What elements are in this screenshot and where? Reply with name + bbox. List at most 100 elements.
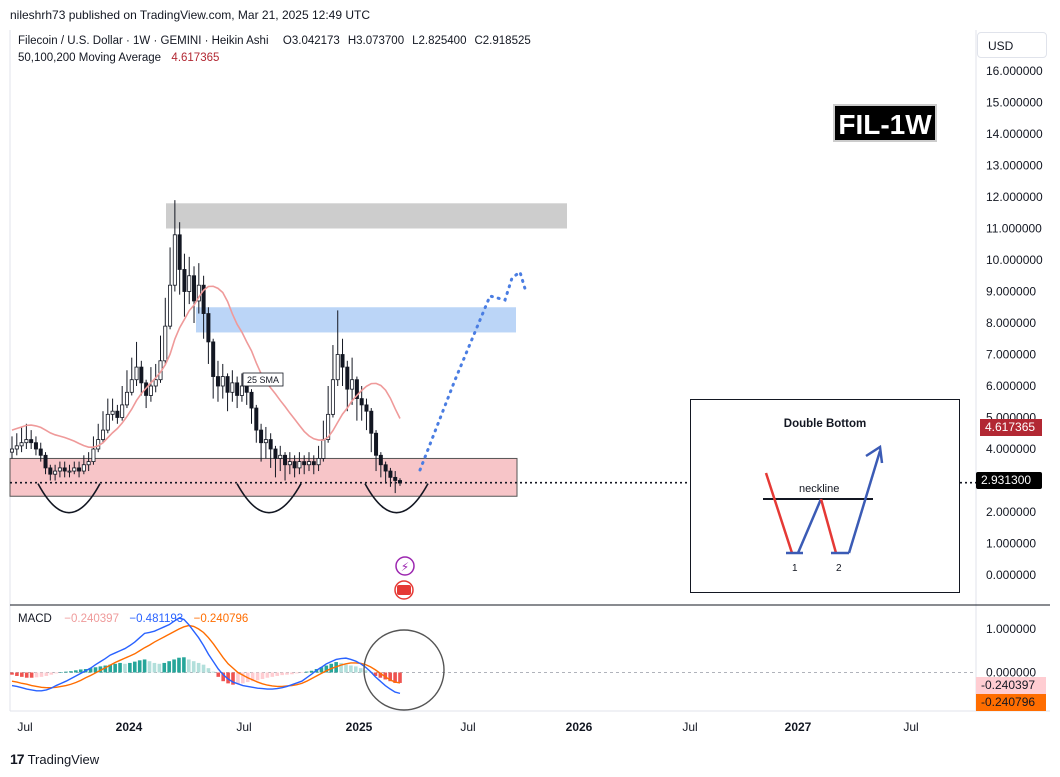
macd-histogram-bar xyxy=(15,672,19,676)
macd-histogram-bar xyxy=(108,664,113,673)
y-tick-label: 12.000000 xyxy=(986,190,1043,204)
macd-histogram-bar xyxy=(216,672,221,677)
macd-histogram-bar xyxy=(162,662,167,673)
macd-histogram-bar xyxy=(172,659,176,673)
x-tick-label: Jul xyxy=(236,720,251,734)
macd-histogram-bar xyxy=(54,672,59,674)
macd-histogram-bar xyxy=(98,666,103,673)
flag-glyph xyxy=(397,585,411,595)
macd-histogram-bar xyxy=(167,661,171,673)
macd-histogram-bar xyxy=(44,672,49,676)
macd-histogram-bar xyxy=(182,657,186,673)
macd-histogram-bar xyxy=(270,672,275,677)
y-tick-label: 0.000000 xyxy=(986,568,1036,582)
pattern-title: Double Bottom xyxy=(783,418,867,430)
ma-price-label: 4.617365 xyxy=(980,419,1042,436)
macd-histogram-bar xyxy=(295,672,299,674)
macd-histogram-bar xyxy=(128,662,132,673)
candle-body xyxy=(292,461,297,469)
pattern-arrow-head xyxy=(865,444,884,464)
x-tick-label: Jul xyxy=(903,720,918,734)
x-tick-label: 2025 xyxy=(346,720,373,734)
current-price-label: 2.931300 xyxy=(976,472,1042,489)
candle-body xyxy=(172,234,177,286)
candle-body xyxy=(383,464,388,472)
y-tick-label: 16.000000 xyxy=(986,64,1043,78)
bottom-arc-2 xyxy=(236,483,302,514)
candle-body xyxy=(187,275,192,292)
macd-histogram-bar xyxy=(206,668,211,673)
macd-histogram-bar xyxy=(260,672,265,680)
candle-body xyxy=(163,325,168,362)
tradingview-logo[interactable]: 17 TradingView xyxy=(10,751,99,767)
macd-histogram-bar xyxy=(265,672,270,678)
candle-body xyxy=(14,445,19,450)
macd-histogram-bar xyxy=(299,672,304,673)
x-tick-label: Jul xyxy=(460,720,475,734)
macd-legend[interactable]: MACD −0.240397 −0.481193 −0.240796 xyxy=(18,613,248,625)
candle-body xyxy=(215,376,220,387)
macd-histogram-bar xyxy=(20,672,24,677)
candle-body xyxy=(57,467,62,472)
macd-histogram-bar xyxy=(358,668,363,673)
candle-body xyxy=(62,467,67,472)
candle-body xyxy=(19,442,24,447)
macd-histogram-bar xyxy=(285,672,289,675)
macd-histogram-bar xyxy=(34,672,39,678)
publisher-info: nileshrh73 published on TradingView.com,… xyxy=(10,8,370,22)
symbol-legend[interactable]: Filecoin / U.S. Dollar · 1W · GEMINI · H… xyxy=(18,35,539,47)
macd-signal-value: −0.240796 xyxy=(193,613,249,625)
y-tick-label: 9.000000 xyxy=(986,285,1036,299)
zone-resistance-blue xyxy=(196,307,516,333)
candle-body xyxy=(302,461,307,466)
macd-histogram-bar xyxy=(74,670,78,673)
candle-body xyxy=(134,366,139,381)
y-tick-label: 2.000000 xyxy=(986,505,1036,519)
candle-body xyxy=(110,410,115,415)
macd-histogram-bar xyxy=(324,665,329,673)
y-tick-label: 8.000000 xyxy=(986,316,1036,330)
candle-body xyxy=(177,234,182,270)
ohlc-o: O3.042173 xyxy=(282,35,340,47)
macd-histogram-bar xyxy=(191,661,196,673)
macd-histogram-bar xyxy=(24,672,29,678)
y-tick-label: 6.000000 xyxy=(986,379,1036,393)
candle-body xyxy=(330,379,335,415)
candle-body xyxy=(335,354,340,381)
candle-body xyxy=(311,461,316,466)
macd-histogram-bar xyxy=(187,659,191,673)
candle-body xyxy=(393,476,398,481)
macd-histogram-bar xyxy=(344,664,348,673)
y-tick-label: 14.000000 xyxy=(986,127,1043,141)
ma-legend[interactable]: 50,100,200 Moving Average 4.617365 xyxy=(18,52,219,64)
pattern-down-2 xyxy=(819,498,838,554)
macd-histogram-bar xyxy=(368,672,373,673)
candle-body xyxy=(48,467,53,475)
candle-body xyxy=(235,382,240,396)
macd-histogram-bar xyxy=(10,672,14,675)
macd-histogram-bar xyxy=(221,672,225,682)
macd-histogram-bar xyxy=(147,661,152,673)
macd-hist-value: −0.240397 xyxy=(64,613,119,625)
macd-histogram-bar xyxy=(113,663,117,673)
macd-histogram-bar xyxy=(49,672,54,675)
macd-histogram-bar xyxy=(383,672,388,680)
double-bottom-inset: Double Bottom neckline 1 2 xyxy=(690,399,960,593)
currency-button[interactable]: USD xyxy=(977,32,1047,58)
macd-histogram-bar xyxy=(290,672,294,675)
macd-histogram-bar xyxy=(304,671,309,673)
lightning-glyph: ⚡ xyxy=(401,560,409,574)
candle-body xyxy=(211,341,216,377)
candle-body xyxy=(29,439,34,444)
candle-body xyxy=(230,382,235,393)
y-tick-label: 7.000000 xyxy=(986,348,1036,362)
macd-histogram-bar xyxy=(241,672,245,684)
candle-body xyxy=(263,439,268,444)
symbol-title: Filecoin / U.S. Dollar · 1W · GEMINI · H… xyxy=(18,35,269,47)
candle-body xyxy=(33,442,38,450)
macd-histogram-bar xyxy=(309,670,314,673)
candle-body xyxy=(350,379,355,390)
macd-histogram-bar xyxy=(339,662,343,673)
macd-histogram-bar xyxy=(88,668,93,673)
